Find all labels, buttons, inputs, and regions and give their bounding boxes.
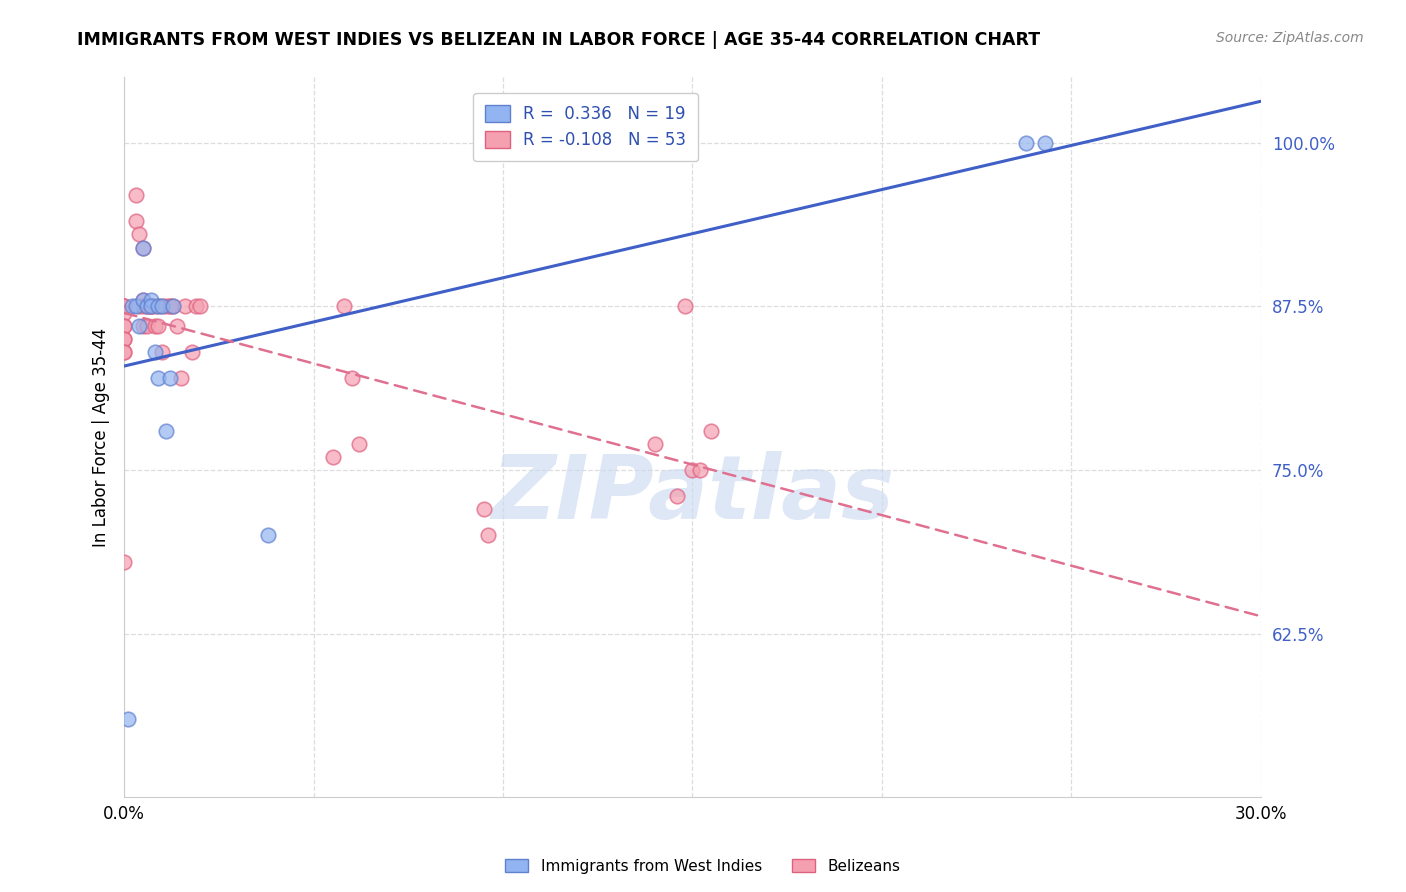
Point bbox=[112, 300, 135, 314]
Point bbox=[155, 300, 177, 314]
Point bbox=[689, 463, 711, 477]
Point bbox=[132, 293, 155, 307]
Point bbox=[162, 300, 184, 314]
Point bbox=[155, 424, 177, 438]
Point bbox=[128, 227, 150, 242]
Point bbox=[673, 300, 696, 314]
Point bbox=[159, 371, 181, 385]
Point bbox=[112, 300, 135, 314]
Point bbox=[143, 345, 166, 359]
Point bbox=[1033, 136, 1056, 150]
Point bbox=[136, 300, 159, 314]
Point bbox=[173, 300, 195, 314]
Point bbox=[124, 188, 146, 202]
Point bbox=[340, 371, 363, 385]
Point bbox=[136, 319, 159, 334]
Point bbox=[170, 371, 193, 385]
Point bbox=[128, 319, 150, 334]
Point bbox=[136, 300, 159, 314]
Point bbox=[1015, 136, 1038, 150]
Point bbox=[112, 555, 135, 569]
Point bbox=[124, 214, 146, 228]
Point bbox=[112, 332, 135, 346]
Point bbox=[148, 371, 170, 385]
Point bbox=[322, 450, 344, 464]
Point bbox=[117, 712, 139, 726]
Point bbox=[347, 437, 370, 451]
Point bbox=[150, 300, 173, 314]
Point bbox=[257, 528, 280, 542]
Point bbox=[148, 300, 170, 314]
Point bbox=[166, 319, 188, 334]
Point bbox=[132, 319, 155, 334]
Point bbox=[112, 345, 135, 359]
Point bbox=[143, 319, 166, 334]
Legend: R =  0.336   N = 19, R = -0.108   N = 53: R = 0.336 N = 19, R = -0.108 N = 53 bbox=[474, 93, 699, 161]
Point bbox=[132, 300, 155, 314]
Point bbox=[666, 489, 689, 503]
Point bbox=[112, 306, 135, 320]
Point bbox=[124, 300, 146, 314]
Point bbox=[132, 241, 155, 255]
Y-axis label: In Labor Force | Age 35-44: In Labor Force | Age 35-44 bbox=[93, 327, 110, 547]
Point bbox=[333, 300, 356, 314]
Point bbox=[139, 293, 162, 307]
Point bbox=[159, 300, 181, 314]
Point bbox=[128, 300, 150, 314]
Point bbox=[148, 319, 170, 334]
Point bbox=[150, 345, 173, 359]
Point bbox=[132, 293, 155, 307]
Point bbox=[112, 319, 135, 334]
Point bbox=[139, 300, 162, 314]
Point bbox=[159, 300, 181, 314]
Point bbox=[162, 300, 184, 314]
Point bbox=[188, 300, 211, 314]
Point bbox=[477, 528, 499, 542]
Point bbox=[112, 300, 135, 314]
Point bbox=[681, 463, 703, 477]
Point bbox=[112, 345, 135, 359]
Point bbox=[181, 345, 204, 359]
Point bbox=[132, 241, 155, 255]
Point bbox=[121, 300, 143, 314]
Point bbox=[186, 300, 208, 314]
Point bbox=[148, 300, 170, 314]
Point bbox=[150, 300, 173, 314]
Point bbox=[700, 424, 723, 438]
Point bbox=[112, 332, 135, 346]
Point bbox=[644, 437, 666, 451]
Point bbox=[139, 300, 162, 314]
Legend: Immigrants from West Indies, Belizeans: Immigrants from West Indies, Belizeans bbox=[499, 853, 907, 880]
Text: IMMIGRANTS FROM WEST INDIES VS BELIZEAN IN LABOR FORCE | AGE 35-44 CORRELATION C: IMMIGRANTS FROM WEST INDIES VS BELIZEAN … bbox=[77, 31, 1040, 49]
Text: ZIPatlas: ZIPatlas bbox=[491, 451, 894, 539]
Text: Source: ZipAtlas.com: Source: ZipAtlas.com bbox=[1216, 31, 1364, 45]
Point bbox=[143, 300, 166, 314]
Point bbox=[472, 502, 495, 516]
Point bbox=[112, 319, 135, 334]
Point bbox=[139, 300, 162, 314]
Point bbox=[139, 300, 162, 314]
Point bbox=[136, 300, 159, 314]
